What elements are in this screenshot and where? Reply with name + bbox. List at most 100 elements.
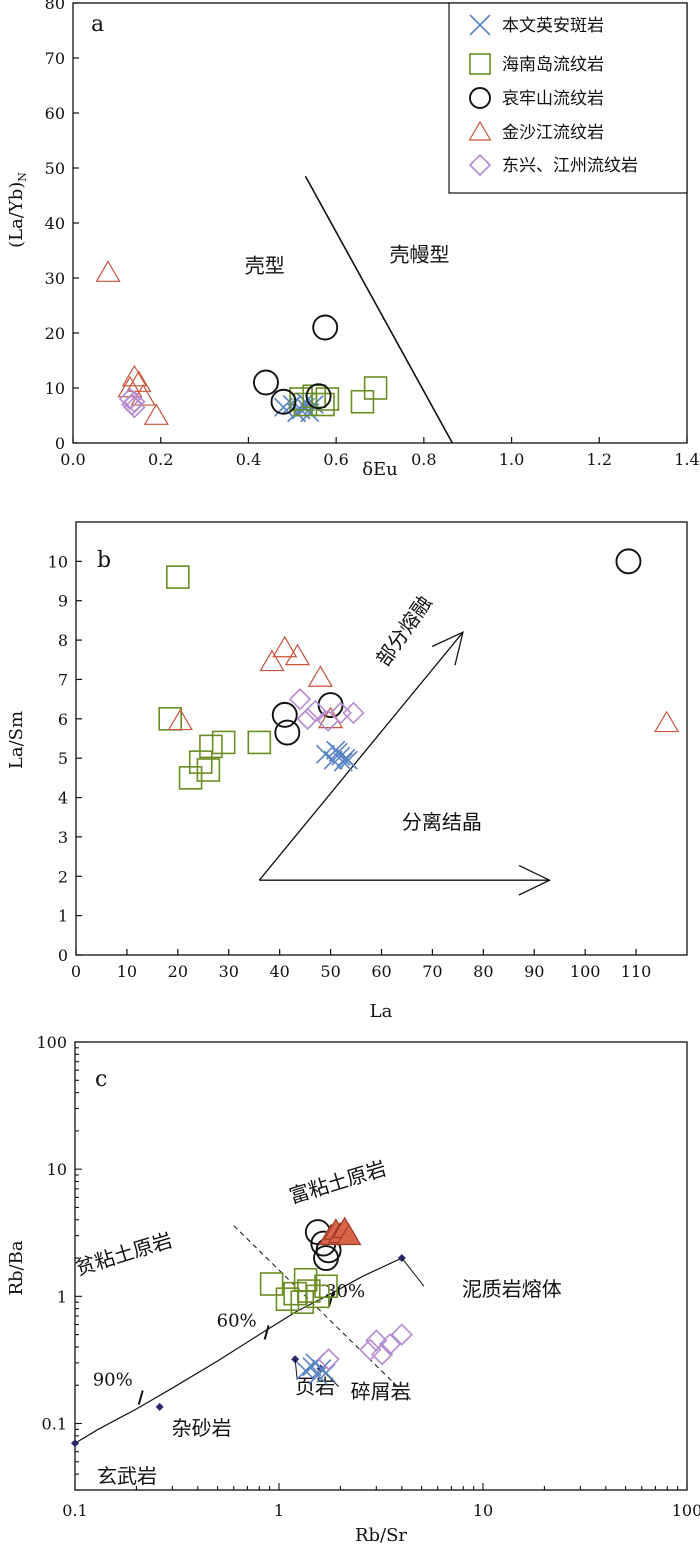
data-point-circle (270, 388, 297, 415)
panel-b-arrow-label-partial-melting: 部分熔融 (371, 591, 437, 670)
panel-b-arrow-label-fractional-crystallization: 分离结晶 (402, 810, 482, 834)
y-tick-label: 9 (58, 592, 68, 611)
panel-c-plot-frame (74, 1041, 688, 1491)
data-point-circle (274, 719, 301, 746)
data-point-square (350, 389, 375, 414)
trend-arrow-head (518, 864, 552, 896)
data-point-circle (313, 1245, 339, 1272)
x-tick-label: 0.8 (411, 450, 436, 469)
panel-a-rare-earth-ratio-vs-europium-anomaly: a 0.0 0.2 0.4 0.6 0.8 1.0 1.2 1.4 0 10 20 30 40 50 60 7… (6, 0, 700, 480)
data-point-square (306, 1284, 330, 1309)
x-tick-label: 100 (570, 962, 601, 981)
panel-a-region-label-crust: 壳型 (245, 253, 285, 277)
y-tick-label: 70 (45, 49, 65, 68)
panel-a-boundary-line (304, 175, 454, 444)
data-point-x (333, 752, 353, 772)
panel-c-region-label-clay-poor: 贫粘土原岩 (72, 1228, 175, 1280)
panel-a-letter: a (91, 12, 104, 37)
panel-c-dashed-boundary (233, 1225, 413, 1402)
legend-item-dacite-porphyry: 本文英安斑岩 (469, 14, 604, 36)
data-point-square (363, 376, 388, 400)
data-point-diamond (342, 701, 365, 725)
data-point-x (308, 1365, 328, 1385)
data-point-diamond (378, 1333, 402, 1356)
panel-c-data-points (259, 1216, 413, 1385)
endmember-label: 泥质岩熔体 (462, 1277, 562, 1301)
x-tick-label: 0.2 (148, 450, 173, 469)
legend-item-jinshajiang-rhyolite: 金沙江流纹岩 (468, 120, 604, 143)
legend-marker-diamond (468, 153, 492, 177)
endmember-label: 碎屑岩 (351, 1380, 411, 1404)
y-tick-label: 60 (45, 104, 65, 123)
trend-arrow-head (431, 631, 464, 666)
data-point-square (297, 1279, 321, 1303)
panel-a-region-label-crust-mantle: 壳幔型 (389, 242, 449, 266)
y-tick-label: 20 (45, 324, 65, 343)
data-point-diamond (288, 688, 312, 711)
legend-marker-x (469, 14, 491, 36)
panel-a-x-axis-label: δEu (362, 459, 398, 480)
trend-arrow-shaft (258, 631, 464, 881)
data-point-triangle (654, 710, 680, 733)
curve-percent-tick (263, 1325, 270, 1340)
endmember-leader (401, 1257, 425, 1287)
legend-item-dongxing-jiangzhou-rhyolite: 东兴、江州流纹岩 (468, 153, 638, 177)
legend-symbol (469, 87, 491, 109)
x-tick-label: 20 (168, 962, 188, 981)
data-point-x (296, 1361, 316, 1381)
data-point-triangle (284, 643, 311, 666)
y-tick-label: 8 (58, 631, 68, 650)
x-tick-label: 0.1 (62, 1501, 87, 1520)
data-point-square (196, 758, 221, 782)
data-point-triangle (272, 635, 298, 658)
legend-item-ailaoshan-rhyolite: 哀牢山流纹岩 (469, 87, 604, 109)
x-tick-label: 1.2 (587, 450, 612, 469)
data-point-triangle (126, 370, 152, 392)
panel-c-y-axis-label: Rb/Ba (6, 1240, 27, 1295)
data-point-triangle (95, 260, 121, 282)
data-point-triangle (307, 665, 333, 687)
data-point-circle (271, 701, 298, 728)
y-tick-label: 3 (58, 828, 68, 847)
endmember-label: 杂砂岩 (172, 1416, 232, 1440)
panel-c-mixing-curve (74, 1257, 403, 1444)
x-tick-label: 10 (473, 1501, 493, 1520)
data-point-square (311, 392, 335, 417)
x-tick-label: 1.4 (674, 450, 699, 469)
panel-b-la-sm-vs-la: b 0 10 20 30 40 50 60 70 80 90 100 110012345678910 … (6, 521, 688, 1022)
data-point-diamond (317, 1348, 340, 1371)
endmember-marker (71, 1439, 79, 1448)
panel-a-legend: 本文英安斑岩 海南岛流纹岩 哀牢山流纹岩 金沙江流纹岩 东兴、江州流纹岩 (448, 2, 688, 194)
curve-percent-label: 30% (325, 1281, 365, 1302)
data-point-triangle (143, 403, 169, 425)
legend-label: 本文英安斑岩 (502, 16, 604, 36)
endmember-marker (155, 1402, 164, 1411)
x-tick-label: 0.4 (236, 450, 261, 469)
y-tick-label: 30 (45, 269, 65, 288)
data-point-triangle (259, 649, 285, 672)
data-point-x (338, 750, 358, 770)
y-tick-label: 6 (58, 710, 68, 729)
x-tick-label: 0.6 (323, 450, 348, 469)
panel-c-axes-ticks: 0.1 1 10 100 0.1 1 10 100 (36, 1033, 700, 1520)
legend-marker-circle (469, 87, 491, 109)
panel-b-axes-ticks: 0 10 20 30 40 50 60 70 80 90 100 110 0 1 2 3 4 5 6 7 8 9 10 (48, 552, 652, 981)
y-tick-label: 40 (45, 214, 65, 233)
data-point-diamond (359, 1338, 382, 1361)
legend-item-hainan-rhyolite: 海南岛流纹岩 (469, 53, 604, 75)
x-tick-label: 80 (473, 962, 493, 981)
data-point-square (188, 750, 213, 774)
y-tick-label: 80 (45, 0, 65, 13)
panel-a-axes-ticks: 0.0 0.2 0.4 0.6 0.8 1.0 1.2 1.4 0 10 20 30 40 50 60 70 8… (45, 0, 700, 469)
data-point-diamond (370, 1343, 394, 1366)
endmember-leader (294, 1359, 298, 1380)
y-tick-label: 0.1 (42, 1415, 67, 1434)
data-point-x (315, 744, 336, 764)
y-tick-label: 100 (36, 1033, 67, 1052)
panel-a-y-axis-label: (La/Yb)N (6, 172, 29, 248)
panel-c-region-label-clay-rich: 富粘土原岩 (286, 1156, 389, 1208)
legend-marker-triangle (468, 120, 492, 141)
data-point-square (178, 766, 203, 790)
